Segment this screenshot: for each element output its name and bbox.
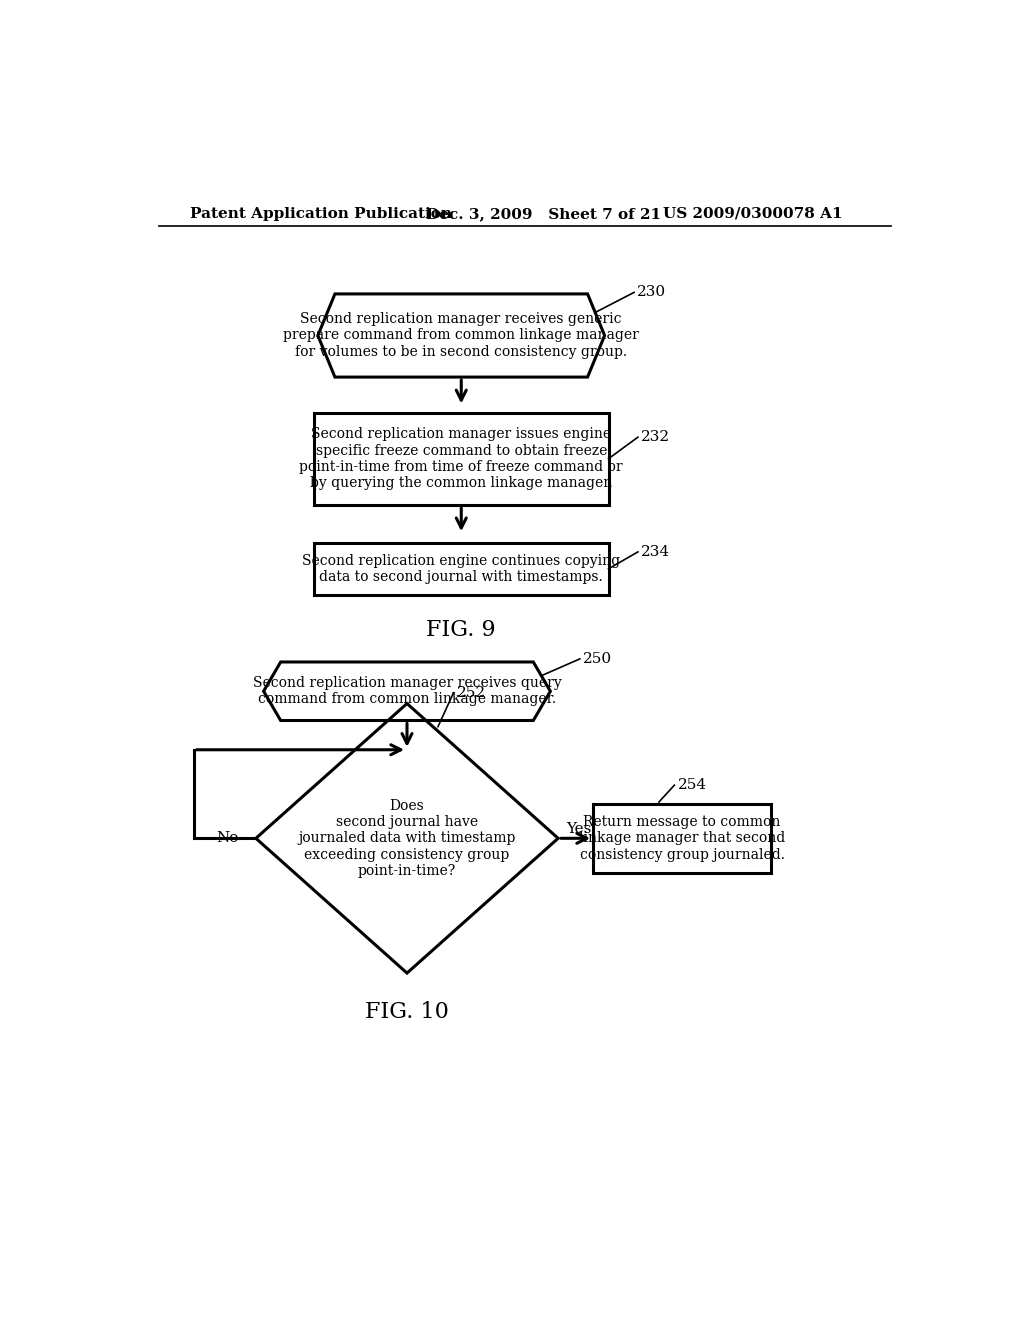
Text: US 2009/0300078 A1: US 2009/0300078 A1 — [663, 207, 843, 220]
Text: 230: 230 — [637, 285, 667, 300]
Text: 252: 252 — [457, 686, 485, 700]
Text: Yes: Yes — [566, 822, 591, 836]
Text: FIG. 10: FIG. 10 — [366, 1001, 449, 1023]
Bar — [593, 804, 771, 873]
Text: 254: 254 — [678, 779, 707, 792]
Text: Return message to common
linkage manager that second
consistency group journaled: Return message to common linkage manager… — [579, 816, 785, 862]
Text: Dec. 3, 2009   Sheet 7 of 21: Dec. 3, 2009 Sheet 7 of 21 — [426, 207, 662, 220]
Text: No: No — [216, 832, 239, 845]
Bar — [314, 412, 608, 504]
Text: 234: 234 — [641, 545, 670, 558]
Text: 250: 250 — [583, 652, 612, 665]
Text: Second replication manager receives generic
prepare command from common linkage : Second replication manager receives gene… — [284, 313, 639, 359]
Bar — [314, 543, 608, 595]
Text: Does
second journal have
journaled data with timestamp
exceeding consistency gro: Does second journal have journaled data … — [298, 799, 516, 878]
Text: Patent Application Publication: Patent Application Publication — [190, 207, 452, 220]
Text: Second replication manager receives query
command from common linkage manager.: Second replication manager receives quer… — [253, 676, 561, 706]
Text: Second replication manager issues engine
specific freeze command to obtain freez: Second replication manager issues engine… — [299, 428, 623, 490]
Text: 232: 232 — [641, 430, 670, 444]
Text: Second replication engine continues copying
data to second journal with timestam: Second replication engine continues copy… — [302, 553, 621, 583]
Text: FIG. 9: FIG. 9 — [426, 619, 496, 640]
